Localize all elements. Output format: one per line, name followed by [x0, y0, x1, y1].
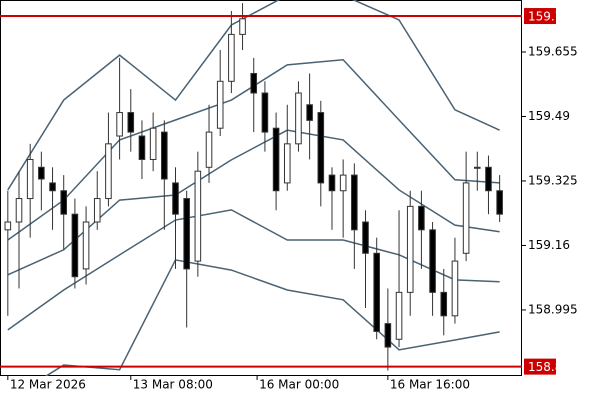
band-line [7, 209, 500, 331]
candle-body [194, 170, 202, 262]
band-line [7, 59, 500, 241]
candle-body [60, 190, 68, 215]
candle-body [306, 104, 313, 121]
candle-body [239, 18, 246, 35]
x-tick-label: 12 Mar 2026 [10, 378, 86, 392]
candle-body [38, 166, 45, 180]
candle-body [71, 213, 79, 278]
candle-body [362, 221, 369, 254]
candle-body [272, 127, 280, 192]
candle-body [395, 291, 403, 340]
candle-body [440, 291, 448, 317]
level-label-box [524, 8, 556, 25]
level-label: 158.850 [528, 360, 578, 374]
candle-body [116, 112, 123, 137]
candle-body [49, 182, 56, 192]
candle-body [216, 80, 224, 129]
candle-body [183, 198, 190, 270]
x-tick-label: 13 Mar 08:00 [133, 378, 213, 392]
candle-body [138, 135, 146, 160]
band-line [7, 0, 500, 191]
candle-body [373, 252, 380, 332]
candle-body [418, 205, 425, 231]
candle-body [15, 198, 23, 223]
candle-body [473, 166, 481, 169]
y-tick-label: 158.995 [528, 302, 578, 316]
candle-body [328, 174, 336, 192]
candle-body [172, 182, 179, 215]
axes: 159.655 159.49 159.325 159.16 158.995 12 Mar … [0, 8, 578, 392]
candle-body [295, 92, 302, 145]
candle-body [105, 143, 112, 200]
candle-body [451, 260, 459, 317]
candle-body [317, 112, 325, 184]
candle-body [261, 92, 269, 133]
candle-body [228, 33, 235, 82]
x-tick-label: 16 Mar 00:00 [259, 378, 339, 392]
plot-frame [0, 0, 522, 376]
candle-body [149, 127, 157, 160]
candle-body [250, 72, 258, 94]
candle-body [4, 221, 12, 231]
candle-body [205, 131, 213, 168]
candle-body [462, 182, 470, 254]
candle-body [26, 158, 34, 200]
candle-body [82, 221, 90, 270]
candle-body [406, 205, 414, 293]
level-label-box [524, 358, 556, 375]
y-tick-label: 159.655 [528, 44, 578, 58]
candle-body [161, 131, 168, 180]
candle-body [351, 174, 358, 231]
y-tick-label: 159.16 [528, 238, 570, 252]
candle-body [127, 112, 135, 133]
y-tick-label: 159.325 [528, 173, 578, 187]
candle-body [93, 198, 101, 223]
candle-body [384, 323, 392, 348]
y-tick-label: 159.49 [528, 109, 570, 123]
band-line [7, 129, 500, 276]
candle-body [496, 190, 503, 215]
x-tick-label: 16 Mar 16:00 [390, 378, 470, 392]
level-label: 159.747 [528, 10, 578, 24]
candle-body [339, 174, 347, 192]
candle-body [429, 229, 436, 293]
candle-body [485, 166, 492, 192]
candle-body [283, 143, 291, 184]
plot-area [4, 0, 503, 376]
